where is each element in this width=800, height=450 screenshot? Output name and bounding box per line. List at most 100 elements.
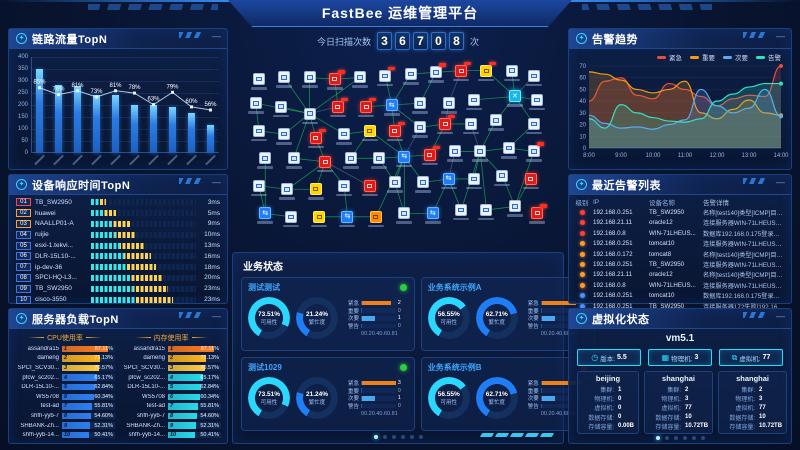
table-row[interactable]: 192.168.21.11 oracle12 名称[test140]类型[ICMP]… bbox=[575, 270, 785, 280]
topology-node[interactable] bbox=[361, 124, 378, 142]
topology-node[interactable] bbox=[478, 203, 495, 221]
legend-item[interactable]: 告警 bbox=[756, 52, 781, 62]
list-item[interactable]: shfh-yyb-7 8 54.60% bbox=[15, 411, 115, 421]
topology-node[interactable] bbox=[421, 145, 440, 166]
table-row[interactable]: 192.168.0.251 tomcat10 连接服务器WIN-71LHEUSP9O… bbox=[575, 239, 785, 249]
page-dot[interactable] bbox=[382, 435, 387, 439]
topology-node[interactable] bbox=[412, 121, 429, 138]
collapse-icon[interactable]: — bbox=[212, 177, 221, 187]
list-item[interactable]: 08 SPCI-HQ-L3... 20ms bbox=[9, 273, 227, 284]
topology-node[interactable] bbox=[285, 152, 302, 169]
collapse-icon[interactable]: — bbox=[212, 31, 221, 41]
list-item[interactable]: SPCI_SCV30... 3 70.57% bbox=[15, 363, 115, 373]
topology-node[interactable] bbox=[257, 152, 274, 169]
list-item[interactable]: 03 NAALLP01-A 9ms bbox=[9, 219, 227, 230]
page-dot[interactable] bbox=[673, 436, 678, 440]
business-card[interactable]: 测试1029 73.51% 可用性 21.24% 繁忙度 紧急 3 重要 0 次要 1 警告 0 0 0.2… bbox=[241, 357, 415, 431]
topology-node[interactable] bbox=[472, 145, 489, 162]
page-dot[interactable] bbox=[700, 436, 705, 440]
topology-node[interactable] bbox=[352, 71, 369, 88]
list-item[interactable]: dameng 2 71.13% bbox=[15, 354, 115, 364]
topology-node[interactable] bbox=[440, 97, 457, 114]
list-item[interactable]: assandra15 1 87.11% bbox=[15, 344, 115, 354]
topology-node[interactable]: ⇆ bbox=[257, 207, 274, 224]
topology-node[interactable] bbox=[329, 97, 348, 118]
page-dot[interactable] bbox=[682, 436, 687, 440]
list-item[interactable]: assandra15 1 87.11% bbox=[121, 344, 221, 354]
topology-node[interactable] bbox=[478, 61, 497, 82]
list-item[interactable]: shfh-yyb-7 8 54.60% bbox=[121, 411, 221, 421]
topology-node[interactable] bbox=[494, 169, 511, 187]
legend-item[interactable]: 紧急 bbox=[657, 52, 682, 62]
topology-node[interactable] bbox=[386, 121, 405, 142]
page-dot[interactable] bbox=[409, 435, 414, 439]
list-item[interactable]: test-ad 7 55.81% bbox=[15, 402, 115, 412]
collapse-icon[interactable]: — bbox=[212, 311, 221, 321]
topology-node[interactable]: ⇆ bbox=[396, 150, 413, 168]
list-item[interactable]: 10 cisco-3550 23ms bbox=[9, 294, 227, 305]
business-card[interactable]: 业务系统示例A56.55%可用性62.71%繁忙度紧急3重要0次要1警告000.… bbox=[420, 277, 595, 351]
list-item[interactable]: pfcw_sc202... 4 65.17% bbox=[121, 373, 221, 383]
list-item[interactable]: test-ad 7 55.81% bbox=[121, 402, 221, 412]
topology-node[interactable] bbox=[336, 128, 353, 145]
list-item[interactable]: shfh-yyb-14... 10 50.41% bbox=[15, 430, 115, 440]
topology-node[interactable] bbox=[301, 107, 318, 125]
topology-node[interactable] bbox=[250, 179, 267, 197]
topology-node[interactable]: ⇆ bbox=[383, 99, 400, 116]
topology-node[interactable] bbox=[525, 69, 542, 87]
topology-node[interactable] bbox=[412, 97, 429, 114]
list-item[interactable]: DLR-15L10-... 5 62.84% bbox=[15, 382, 115, 392]
page-dot[interactable] bbox=[373, 435, 378, 439]
page-dot[interactable] bbox=[655, 436, 660, 440]
table-row[interactable]: 192.168.0.8 WIN-71LHEUS... 连接服务器WIN-71LHEU… bbox=[575, 280, 785, 290]
topology-node[interactable] bbox=[247, 97, 264, 114]
table-row[interactable]: 192.168.0.8 WIN-71LHEUS... 数据库192.168.0.17… bbox=[575, 228, 785, 238]
topology-node[interactable] bbox=[503, 64, 520, 82]
table-row[interactable]: 192.168.0.251TB_SW2950连接服务器172失败[192.168… bbox=[575, 301, 785, 311]
topology-node[interactable] bbox=[525, 117, 542, 135]
list-item[interactable]: 09 TB_SW2950 23ms bbox=[9, 283, 227, 294]
topology-node[interactable] bbox=[311, 210, 327, 228]
topology-node[interactable] bbox=[506, 200, 523, 217]
topology-node[interactable] bbox=[525, 142, 544, 162]
table-row[interactable]: 192.168.0.172 tomcat8 名称[test140]类型[ICMP]目… bbox=[575, 249, 785, 259]
topology-node[interactable] bbox=[301, 71, 318, 88]
topology-node[interactable] bbox=[279, 183, 296, 200]
topology-node[interactable] bbox=[402, 68, 419, 85]
list-item[interactable]: pfcw_sc202... 4 65.17% bbox=[15, 373, 115, 383]
page-dot[interactable] bbox=[691, 436, 696, 440]
topology-node[interactable] bbox=[465, 93, 482, 111]
list-item[interactable]: 01 TB_SW2950 3ms bbox=[9, 197, 227, 208]
topology-node[interactable]: ⇆ bbox=[440, 172, 457, 190]
page-dot[interactable] bbox=[400, 435, 405, 439]
topology-node[interactable] bbox=[487, 114, 504, 131]
list-item[interactable]: 05 esxi-1.tekvi... 13ms bbox=[9, 240, 227, 251]
topology-node[interactable] bbox=[358, 97, 377, 118]
topology-node[interactable] bbox=[276, 128, 293, 145]
topology-node[interactable] bbox=[307, 183, 324, 200]
table-row[interactable]: 192.168.0.251 tomcat10 数据库192.168.0.175登录失… bbox=[575, 291, 785, 301]
page-dot[interactable] bbox=[418, 435, 423, 439]
list-item[interactable]: WS5708 6 60.34% bbox=[121, 392, 221, 402]
topology-node[interactable] bbox=[415, 176, 432, 193]
topology-node[interactable] bbox=[250, 124, 267, 142]
topology-node[interactable] bbox=[446, 145, 463, 162]
virt-stat-chip[interactable]: ▦ 物理机: 3 bbox=[648, 349, 712, 366]
list-item[interactable]: DLR-15L10-... 5 62.84% bbox=[121, 382, 221, 392]
page-dot[interactable] bbox=[664, 436, 669, 440]
topology-node[interactable] bbox=[326, 70, 345, 90]
topology-node[interactable] bbox=[529, 93, 546, 111]
topology-node[interactable] bbox=[396, 207, 413, 224]
topology-node[interactable] bbox=[371, 152, 388, 169]
topology-node[interactable] bbox=[427, 63, 446, 83]
topology-node[interactable] bbox=[465, 172, 482, 190]
topology-node[interactable] bbox=[462, 117, 479, 135]
topology-node[interactable] bbox=[377, 66, 396, 87]
business-card[interactable]: 业务系统示例B56.55%可用性62.71%繁忙度紧急3重要0次要1警告000.… bbox=[420, 357, 595, 431]
list-item[interactable]: 04 ruijie 10ms bbox=[9, 229, 227, 240]
topology-node[interactable] bbox=[500, 142, 517, 159]
table-row[interactable]: 192.168.0.251 TB_SW2950 名称[test140]类型[ICMP… bbox=[575, 207, 785, 217]
list-item[interactable]: SHBANK-Zh... 9 52.31% bbox=[121, 421, 221, 431]
list-item[interactable]: 07 ip-dev-36 18ms bbox=[9, 262, 227, 273]
topology-node[interactable] bbox=[342, 152, 359, 169]
